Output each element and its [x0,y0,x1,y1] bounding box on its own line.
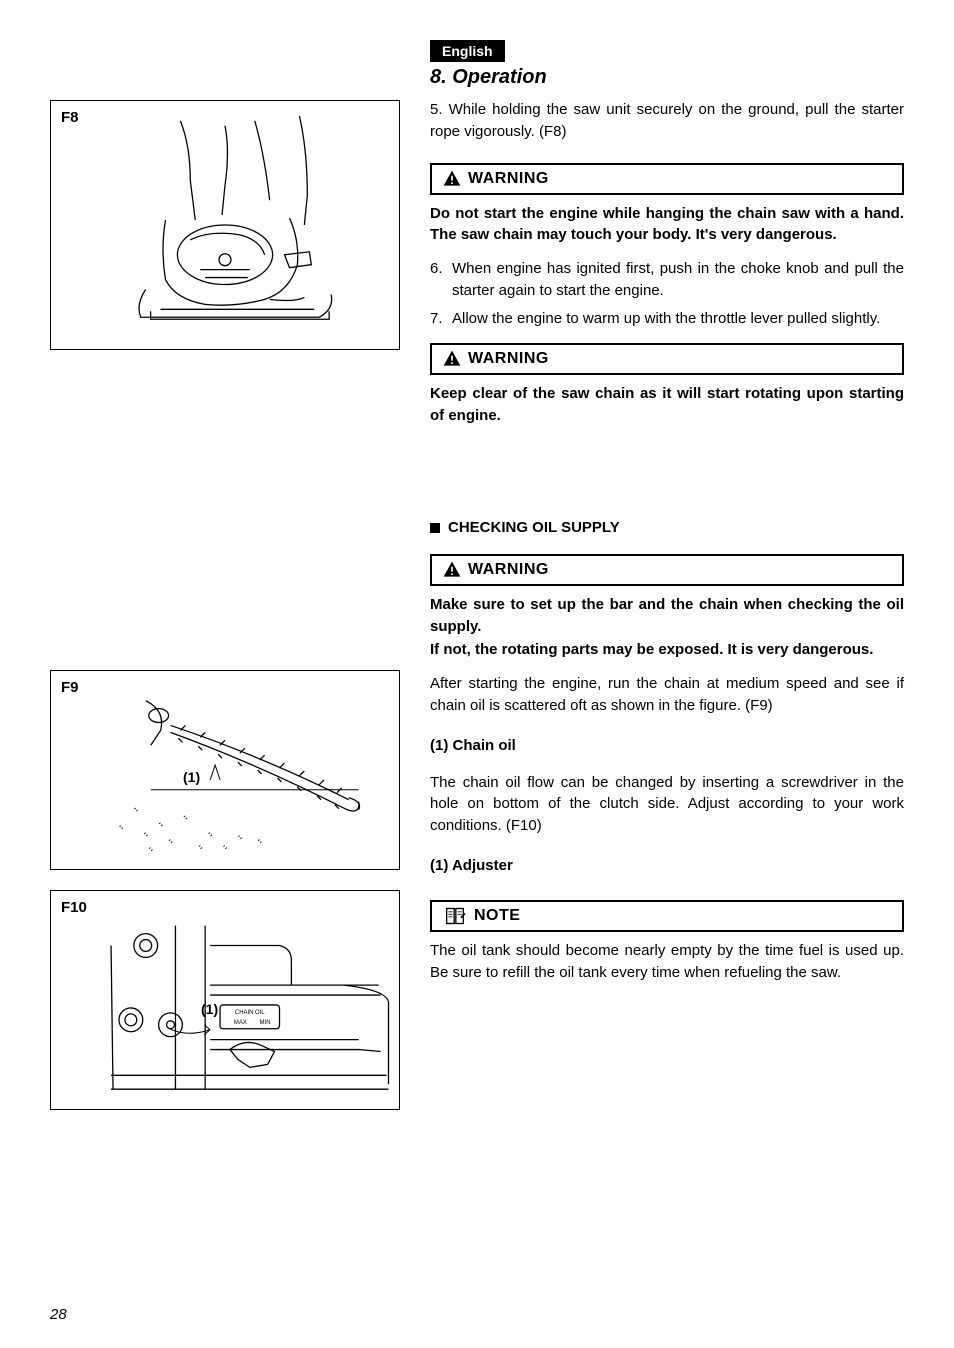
language-badge: English [430,40,505,62]
warning-icon [442,560,462,580]
step-7: 7. Allow the engine to warm up with the … [430,308,904,330]
bullet-square-icon [430,523,440,533]
legend-chain-oil: (1) Chain oil [430,737,904,754]
step-6: 6. When engine has ignited first, push i… [430,258,904,302]
step-5: 5. While holding the saw unit securely o… [430,99,904,143]
section-title: 8. Operation [430,66,904,89]
warning-label-2: WARNING [468,350,549,368]
illustration-f10: CHAIN OIL MAX MIN [51,891,399,1109]
figure-f8: F8 [50,100,400,350]
note-box: NOTE [430,900,904,932]
illustration-f9 [51,671,399,869]
step-5-num: 5. [430,101,443,118]
figure-f10: F10 (1) [50,890,400,1110]
warning-label-3: WARNING [468,561,549,579]
figure-label-f8: F8 [61,109,79,126]
svg-text:MAX: MAX [234,1020,247,1026]
step-6-num: 6. [430,258,452,302]
warning-text-3b: If not, the rotating parts may be expose… [430,639,904,661]
step-7-text: Allow the engine to warm up with the thr… [452,308,904,330]
figure-f9: F9 (1) [50,670,400,870]
warning-text-1: Do not start the engine while hanging th… [430,203,904,247]
warning-icon [442,349,462,369]
figure-callout-f9: (1) [183,769,200,785]
step-6-text: When engine has ignited first, push in t… [452,258,904,302]
oil-body-1: After starting the engine, run the chain… [430,673,904,717]
oil-section-heading: CHECKING OIL SUPPLY [430,519,904,536]
page-layout: F8 [50,40,904,1318]
svg-text:MIN: MIN [260,1020,271,1026]
content-column: English 8. Operation 5. While holding th… [430,40,904,1318]
warning-label-1: WARNING [468,170,549,188]
illustration-f8 [51,101,399,349]
warning-text-3a: Make sure to set up the bar and the chai… [430,594,904,638]
warning-box-3: WARNING [430,554,904,586]
warning-box-2: WARNING [430,343,904,375]
figure-label-f10: F10 [61,899,87,916]
warning-icon [442,169,462,189]
warning-box-1: WARNING [430,163,904,195]
note-label: NOTE [474,907,520,925]
figure-callout-f10: (1) [201,1001,218,1017]
oil-heading-text: CHECKING OIL SUPPLY [448,519,620,536]
header-block: English 8. Operation [430,40,904,99]
oil-body-2: The chain oil flow can be changed by ins… [430,772,904,837]
figures-column: F8 [50,40,400,1318]
note-icon [442,906,468,926]
figure-label-f9: F9 [61,679,79,696]
note-text: The oil tank should become nearly empty … [430,940,904,984]
svg-text:CHAIN OIL: CHAIN OIL [235,1010,265,1016]
step-5-text: While holding the saw unit securely on t… [430,101,904,140]
step-7-num: 7. [430,308,452,330]
legend-adjuster: (1) Adjuster [430,857,904,874]
page-number: 28 [50,1306,67,1323]
warning-text-2: Keep clear of the saw chain as it will s… [430,383,904,427]
